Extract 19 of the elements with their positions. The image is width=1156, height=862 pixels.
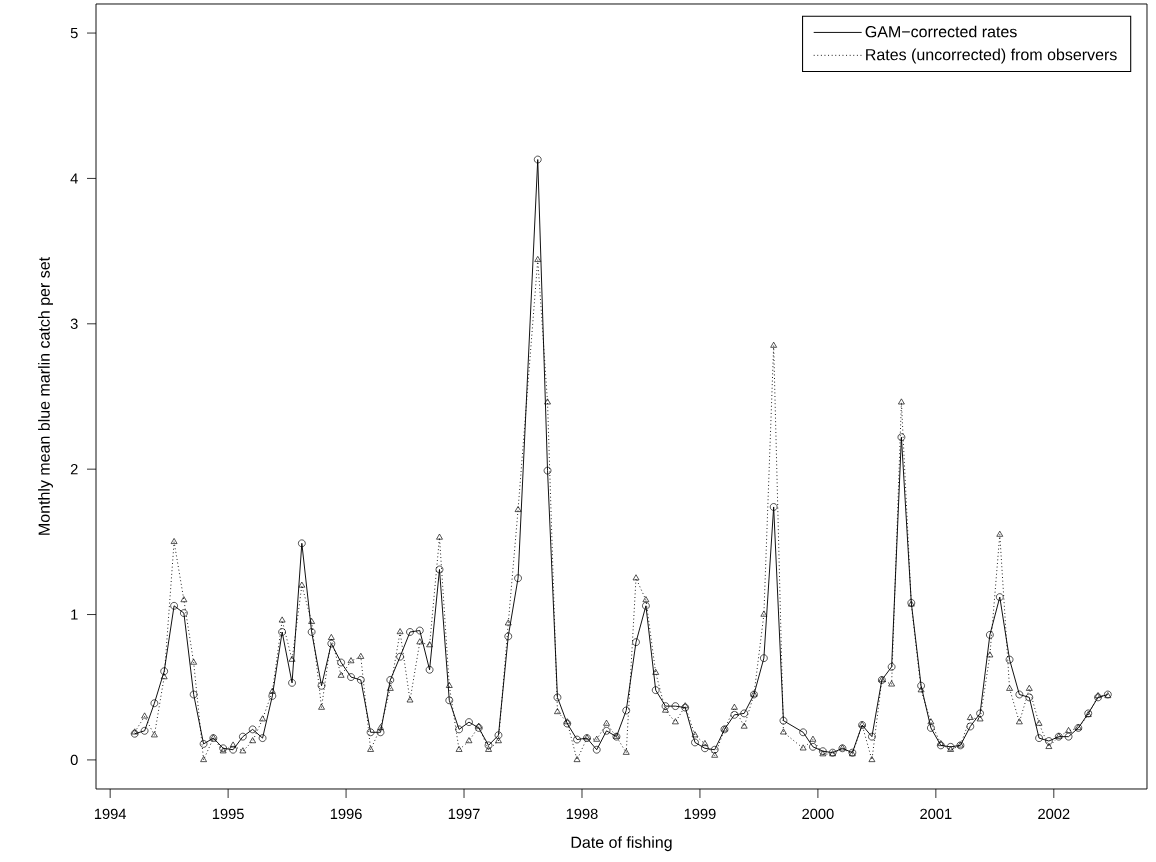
x-tick-label: 1997 xyxy=(448,808,480,820)
y-tick-label: 5 xyxy=(70,27,78,39)
x-axis-title: Date of fishing xyxy=(571,836,672,852)
legend-label: Rates (uncorrected) from observers xyxy=(866,48,1117,64)
x-tick-label: 1999 xyxy=(684,808,716,820)
x-tick-label: 1995 xyxy=(212,808,244,820)
y-tick-label: 3 xyxy=(70,318,78,329)
y-tick-label: 0 xyxy=(70,754,78,766)
x-tick-label: 1996 xyxy=(330,808,362,820)
y-axis-title: Monthly mean blue marlin catch per set xyxy=(38,257,53,535)
x-tick-label: 2002 xyxy=(1038,808,1070,820)
x-tick-label: 2001 xyxy=(920,808,952,820)
y-tick-label: 1 xyxy=(71,609,78,620)
y-tick-label: 2 xyxy=(70,464,78,475)
y-tick-label: 4 xyxy=(70,173,78,184)
x-tick-label: 1998 xyxy=(566,808,598,820)
x-tick-label: 2000 xyxy=(802,808,834,820)
x-tick-label: 1994 xyxy=(94,808,127,820)
legend-label: GAM−corrected rates xyxy=(865,25,1017,38)
